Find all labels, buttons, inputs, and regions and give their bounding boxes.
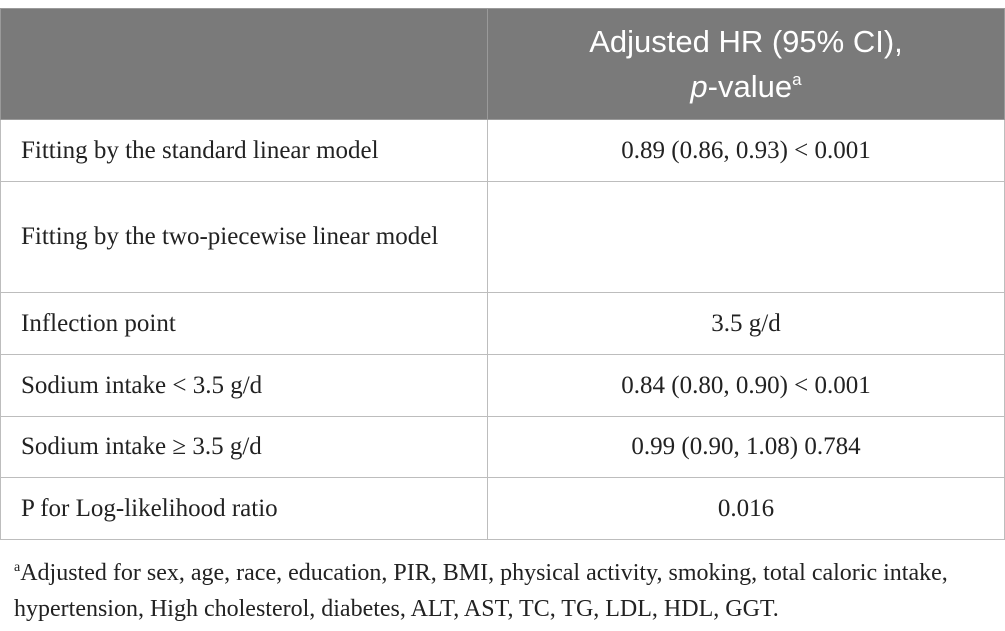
header-line1: Adjusted HR (95% CI),: [589, 23, 903, 59]
table-row: Fitting by the standard linear model 0.8…: [0, 119, 1005, 182]
row-label: Sodium intake ≥ 3.5 g/d: [0, 416, 488, 478]
row-label: P for Log-likelihood ratio: [0, 477, 488, 540]
header-value-text: -value: [707, 68, 793, 104]
row-value: 3.5 g/d: [487, 292, 1005, 355]
table-footnote: aAdjusted for sex, age, race, education,…: [14, 550, 994, 627]
footnote-text: Adjusted for sex, age, race, education, …: [14, 560, 948, 622]
table-row: Fitting by the two-piecewise linear mode…: [0, 181, 1005, 293]
row-value: 0.84 (0.80, 0.90) < 0.001: [487, 354, 1005, 417]
row-label: Fitting by the standard linear model: [0, 119, 488, 182]
table-row: P for Log-likelihood ratio 0.016: [0, 477, 1005, 540]
row-label: Sodium intake < 3.5 g/d: [0, 354, 488, 417]
row-value: 0.89 (0.86, 0.93) < 0.001: [487, 119, 1005, 182]
header-row: Adjusted HR (95% CI), p-valuea: [0, 8, 1005, 120]
row-value: 0.99 (0.90, 1.08) 0.784: [487, 416, 1005, 478]
table-row: Inflection point 3.5 g/d: [0, 292, 1005, 355]
footnote-marker: a: [14, 560, 21, 575]
table-row: Sodium intake < 3.5 g/d 0.84 (0.80, 0.90…: [0, 354, 1005, 417]
header-empty-cell: [0, 8, 488, 120]
header-p-italic: p: [690, 68, 708, 104]
row-value: 0.016: [487, 477, 1005, 540]
table-row: Sodium intake ≥ 3.5 g/d 0.99 (0.90, 1.08…: [0, 416, 1005, 478]
row-label: Fitting by the two-piecewise linear mode…: [0, 181, 488, 293]
row-label: Inflection point: [0, 292, 488, 355]
header-adjusted-hr: Adjusted HR (95% CI), p-valuea: [487, 8, 1005, 120]
row-value: [487, 181, 1005, 293]
header-superscript: a: [792, 69, 802, 89]
results-table: Adjusted HR (95% CI), p-valuea Fitting b…: [0, 8, 1005, 540]
